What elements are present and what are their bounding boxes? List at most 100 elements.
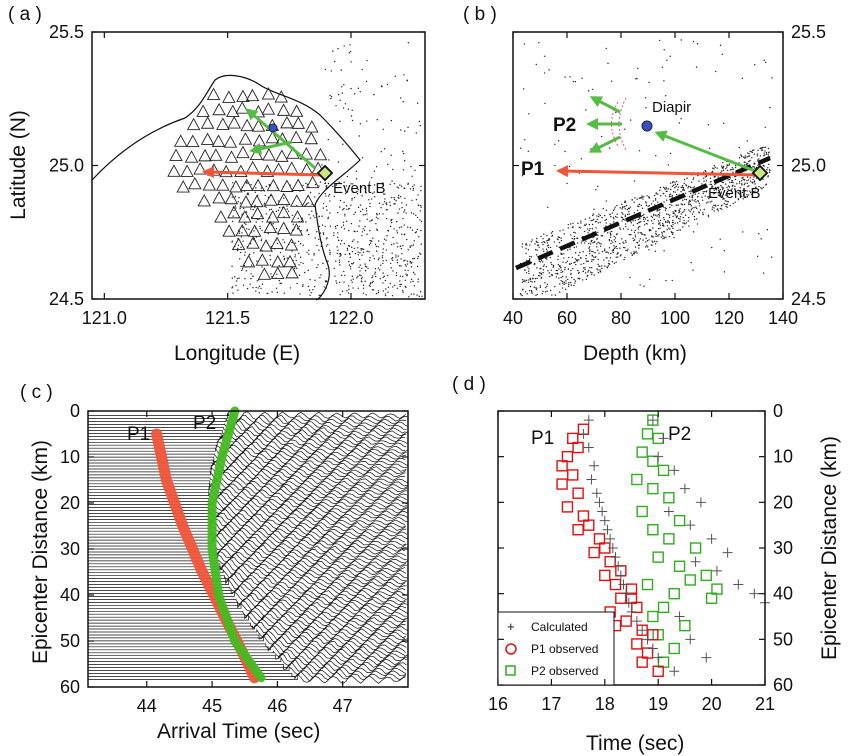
earthquake-dot	[636, 222, 639, 225]
earthquake-dot	[346, 290, 348, 292]
seismogram-trace	[88, 452, 406, 463]
earthquake-dot	[401, 252, 403, 255]
earthquake-dot	[636, 198, 638, 200]
x-tick-label: 140	[768, 308, 798, 328]
earthquake-dot	[695, 206, 697, 208]
earthquake-dot	[411, 199, 413, 201]
earthquake-dot	[344, 103, 347, 105]
earthquake-dot	[625, 241, 627, 244]
earthquake-dot	[317, 264, 319, 266]
earthquake-dot	[717, 204, 719, 207]
earthquake-dot	[525, 279, 528, 282]
earthquake-dot	[396, 186, 398, 188]
earthquake-dot	[634, 251, 636, 254]
earthquake-dot	[652, 241, 654, 243]
earthquake-dot	[659, 222, 661, 224]
earthquake-dot	[669, 228, 671, 230]
earthquake-dot	[645, 237, 647, 239]
x-tick-label: 21	[755, 694, 775, 714]
earthquake-dot	[570, 269, 572, 272]
earthquake-dot	[584, 268, 586, 271]
earthquake-dot	[588, 230, 590, 232]
earthquake-dot	[372, 255, 374, 257]
earthquake-dot	[632, 224, 635, 226]
earthquake-dot	[710, 246, 713, 249]
earthquake-dot	[369, 220, 371, 222]
earthquake-dot	[613, 218, 615, 220]
earthquake-dot	[680, 203, 682, 205]
earthquake-dot	[573, 235, 575, 238]
earthquake-dot	[246, 228, 248, 230]
earthquake-dot	[751, 157, 753, 159]
earthquake-dot	[393, 284, 396, 287]
earthquake-dot	[333, 232, 335, 234]
earthquake-dot	[671, 279, 673, 282]
earthquake-dot	[669, 203, 671, 206]
earthquake-dot	[393, 198, 396, 201]
earthquake-dot	[635, 78, 637, 80]
earthquake-dot	[604, 219, 606, 222]
earthquake-dot	[634, 234, 636, 236]
earthquake-dot	[576, 242, 579, 244]
earthquake-dot	[609, 233, 612, 235]
earthquake-dot	[648, 230, 651, 232]
earthquake-dot	[530, 290, 533, 292]
earthquake-dot	[314, 279, 316, 282]
earthquake-dot	[420, 220, 423, 223]
earthquake-dot	[336, 252, 338, 254]
earthquake-dot	[399, 283, 401, 286]
earthquake-dot	[633, 239, 635, 242]
p2-observed-point	[684, 574, 696, 586]
earthquake-dot	[596, 268, 598, 270]
earthquake-dot	[683, 178, 686, 181]
earthquake-dot	[665, 195, 667, 197]
earthquake-dot	[550, 232, 553, 234]
earthquake-dot	[592, 214, 594, 217]
earthquake-dot	[371, 276, 373, 279]
earthquake-dot	[531, 292, 533, 294]
earthquake-dot	[765, 61, 767, 64]
earthquake-dot	[232, 182, 234, 184]
earthquake-dot	[565, 282, 567, 284]
earthquake-dot	[414, 169, 416, 172]
earthquake-dot	[544, 102, 546, 105]
earthquake-dot	[249, 283, 251, 285]
earthquake-dot	[543, 233, 545, 235]
earthquake-dot	[711, 206, 714, 208]
earthquake-dot	[661, 235, 664, 237]
earthquake-dot	[696, 42, 699, 45]
earthquake-dot	[369, 283, 372, 285]
earthquake-dot	[558, 236, 561, 239]
earthquake-dot	[343, 181, 345, 183]
earthquake-dot	[349, 265, 352, 268]
earthquake-dot	[548, 69, 550, 71]
earthquake-dot	[688, 209, 690, 211]
earthquake-dot	[279, 251, 282, 254]
earthquake-dot	[680, 118, 682, 120]
earthquake-dot	[313, 252, 315, 255]
seismogram-trace	[88, 551, 407, 559]
earthquake-dot	[294, 242, 296, 244]
earthquake-dot	[659, 219, 662, 222]
station-triangle	[276, 205, 291, 219]
earthquake-dot	[551, 294, 553, 296]
earthquake-dot	[549, 275, 551, 278]
earthquake-dot	[349, 256, 352, 259]
earthquake-dot	[544, 257, 547, 259]
panel-a-label: ( a )	[8, 4, 42, 25]
earthquake-dot	[316, 266, 318, 269]
earthquake-dot	[682, 222, 684, 224]
earthquake-dot	[669, 193, 672, 195]
earthquake-dot	[695, 207, 698, 210]
earthquake-dot	[687, 220, 689, 222]
earthquake-dot	[560, 239, 563, 242]
earthquake-dot	[595, 227, 597, 229]
earthquake-dot	[376, 250, 378, 252]
earthquake-dot	[258, 292, 261, 294]
earthquake-dot	[563, 281, 566, 284]
earthquake-dot	[764, 154, 766, 156]
earthquake-dot	[657, 227, 660, 230]
earthquake-dot	[384, 279, 387, 282]
seismogram-trace	[88, 559, 407, 570]
earthquake-dot	[568, 165, 571, 168]
